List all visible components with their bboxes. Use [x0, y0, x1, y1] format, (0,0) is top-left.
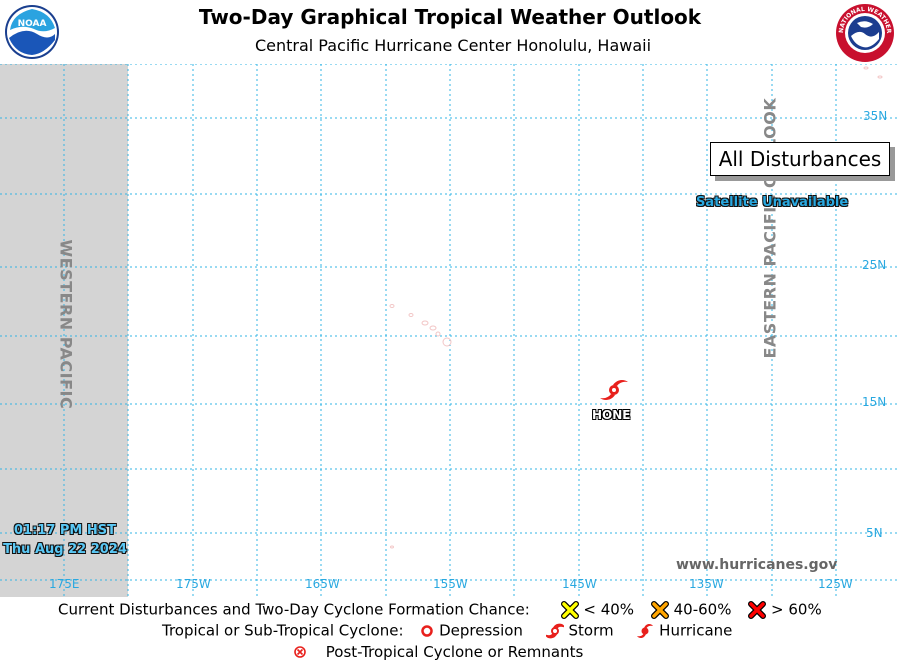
legend-disturbances-label: Current Disturbances and Two-Day Cyclone… — [58, 600, 530, 619]
legend-chance-mid: 40-60% — [673, 600, 732, 619]
hawaiian-islands — [389, 66, 883, 549]
page-title: Two-Day Graphical Tropical Weather Outlo… — [198, 5, 702, 29]
eastern-pacific-outlook-label: EASTERN PACIFIC OUTLOOK — [760, 97, 780, 359]
legend-row-post-tropical: Post-Tropical Cyclone or Remnants — [293, 642, 583, 661]
legend-hurricane: Hurricane — [659, 621, 733, 640]
page-subtitle: Central Pacific Hurricane Center Honolul… — [254, 36, 652, 55]
lon-label-145w: 145W — [562, 577, 597, 591]
western-pacific-label: WESTERN PACIFIC — [56, 239, 76, 410]
outlook-map: WESTERN PACIFIC EASTERN PACIFIC OUTLOOK … — [0, 64, 900, 597]
legend-post-tropical: Post-Tropical Cyclone or Remnants — [325, 642, 584, 661]
lat-label-15n: 15N — [862, 395, 887, 409]
hurricane-icon — [637, 623, 654, 638]
tropical-storm-icon — [600, 380, 628, 400]
noaa-logo: NOAA — [4, 4, 60, 60]
red-x-icon — [748, 600, 767, 619]
legend-chance-high: > 60% — [771, 600, 822, 619]
legend-row-disturbances: Current Disturbances and Two-Day Cyclone… — [58, 600, 822, 619]
lon-label-175e: 175E — [49, 577, 80, 591]
issue-date: Thu Aug 22 2024 — [3, 542, 127, 557]
nws-logo: NATIONAL WEATHER SERVICE — [833, 0, 895, 63]
lon-label-135w: 135W — [689, 577, 724, 591]
lat-label-5n: 5N — [866, 526, 883, 540]
yellow-x-icon — [560, 600, 579, 619]
lat-label-35n: 35N — [863, 109, 888, 123]
legend-storm: Storm — [568, 621, 614, 640]
satellite-status: Satellite Unavailable — [696, 195, 849, 210]
website-label: www.hurricanes.gov — [676, 557, 838, 573]
header: NOAA Two-Day Graphical Tropical Weather … — [0, 0, 900, 64]
all-disturbances-label: All Disturbances — [710, 142, 890, 176]
lon-label-155w: 155W — [433, 577, 468, 591]
legend-depression: Depression — [439, 621, 523, 640]
issue-time: 01:17 PM HST — [13, 523, 116, 538]
legend-cyclone-label: Tropical or Sub-Tropical Cyclone: — [162, 621, 404, 640]
lon-label-165w: 165W — [305, 577, 340, 591]
legend-row-cyclones: Tropical or Sub-Tropical Cyclone: Depres… — [162, 621, 732, 640]
storm-icon — [543, 623, 566, 638]
post-tropical-icon — [294, 645, 306, 658]
lon-label-175w: 175W — [176, 577, 211, 591]
depression-icon — [421, 624, 434, 637]
map-grid — [0, 64, 900, 597]
storm-name-label: HONE — [592, 408, 631, 422]
svg-text:NOAA: NOAA — [18, 19, 47, 29]
lon-label-125w: 125W — [818, 577, 853, 591]
lat-label-25n: 25N — [862, 258, 887, 272]
legend: Current Disturbances and Two-Day Cyclone… — [0, 597, 900, 665]
orange-x-icon — [650, 600, 669, 619]
legend-chance-low: < 40% — [583, 600, 635, 619]
